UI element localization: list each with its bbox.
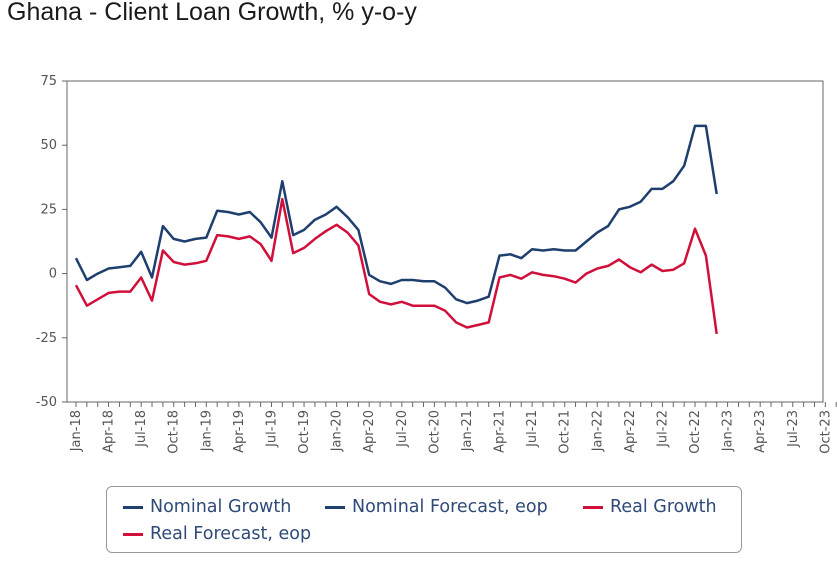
x-tick-label: Oct-20 (427, 410, 442, 454)
x-tick-label: Jan-19 (199, 410, 214, 452)
y-tick-label: 50 (40, 138, 57, 153)
legend-swatch-real-forecast (123, 532, 143, 536)
series-line-real-growth (74, 197, 718, 335)
x-tick-label: Oct-23 (818, 410, 833, 454)
x-tick-label: Apr-20 (362, 410, 377, 453)
x-tick-label: Oct-21 (558, 410, 573, 454)
legend-label: Real Forecast, eop (150, 524, 312, 544)
x-tick-label: Jul-23 (786, 410, 801, 448)
x-tick-label: Jan-20 (330, 410, 345, 452)
legend-label: Nominal Growth (150, 497, 292, 517)
x-tick-label: Jul-18 (134, 410, 149, 448)
y-tick-label: -25 (36, 331, 57, 346)
x-tick-label: Apr-19 (232, 410, 247, 453)
y-tick-label: -50 (36, 395, 57, 410)
x-tick-label: Jan-21 (460, 410, 475, 452)
legend-item-real-forecast[interactable]: Real Forecast, eop (123, 524, 311, 544)
legend-item-real-growth[interactable]: Real Growth (583, 497, 717, 517)
series-line-nominal-growth (74, 124, 718, 305)
legend-swatch-nominal-growth (123, 505, 143, 509)
legend-label: Real Growth (610, 497, 717, 517)
x-tick-label: Jul-21 (525, 410, 540, 448)
x-tick-label: Jul-19 (264, 410, 279, 448)
x-tick-label: Apr-18 (102, 410, 117, 453)
x-tick-label: Apr-23 (753, 410, 768, 453)
x-tick-label: Apr-21 (493, 410, 508, 453)
y-tick-label: 25 (40, 202, 57, 217)
legend-label: Nominal Forecast, eop (352, 497, 548, 517)
chart-legend: Nominal Growth Nominal Forecast, eop Rea… (106, 486, 742, 553)
legend-item-nominal-forecast[interactable]: Nominal Forecast, eop (325, 497, 548, 517)
chart-title: Ghana - Client Loan Growth, % y-o-y (7, 0, 417, 26)
x-tick-label: Jul-20 (395, 410, 410, 448)
x-tick-label: Apr-22 (623, 410, 638, 453)
y-tick-label: 0 (49, 267, 57, 282)
y-tick-label: 75 (40, 74, 57, 89)
legend-swatch-real-growth (583, 505, 603, 509)
x-tick-label: Oct-19 (297, 410, 312, 454)
x-tick-label: Jul-22 (655, 410, 670, 448)
x-tick-label: Oct-18 (167, 410, 182, 454)
x-tick-label: Jan-23 (721, 410, 736, 452)
x-tick-label: Oct-22 (688, 410, 703, 454)
legend-swatch-nominal-forecast (325, 505, 345, 509)
legend-item-nominal-growth[interactable]: Nominal Growth (123, 497, 291, 517)
x-tick-label: Jan-22 (590, 410, 605, 452)
x-tick-label: Jan-18 (69, 410, 84, 452)
chart-plot: 75 50 25 0 -25 -50 Jan-18 Apr-18 Jul-18 Oct-18 Jan… (36, 74, 837, 454)
